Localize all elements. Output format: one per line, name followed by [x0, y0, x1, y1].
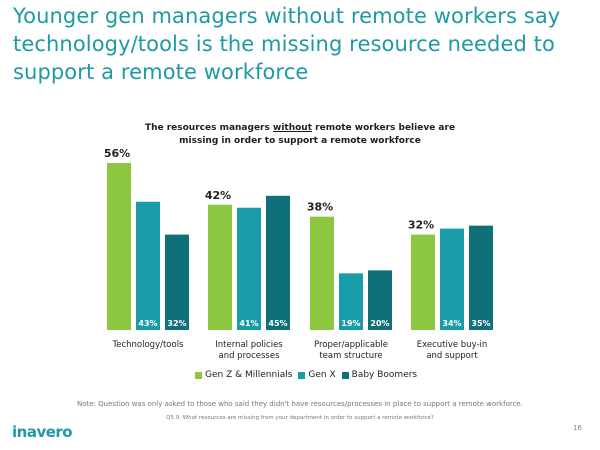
data-label-2-2: 41% [239, 319, 258, 328]
data-label-3-2: 45% [268, 319, 287, 328]
chart-subtitle: The resources managers without remote wo… [135, 122, 465, 148]
data-label-3-4: 35% [471, 319, 490, 328]
legend-item-3: Baby Boomers [341, 370, 418, 380]
bar-1-1 [107, 163, 131, 330]
legend-label-2: Gen X [308, 370, 336, 380]
category-label-2-line2: and processes [218, 351, 280, 361]
category-label-4-line2: and support [426, 351, 478, 361]
chart-legend: Gen Z & Millennials Gen X Baby Boomers [195, 370, 417, 380]
data-label-1-2: 42% [205, 189, 231, 202]
category-label-4-line1: Executive buy-in [417, 340, 488, 350]
data-label-3-1: 32% [167, 319, 186, 328]
footnote: Note: Question was only asked to those w… [77, 400, 523, 408]
bar-2-2 [237, 207, 261, 330]
data-label-2-3: 19% [341, 319, 360, 328]
category-label-3-line1: Proper/applicable [314, 340, 388, 350]
slide-title: Younger gen managers without remote work… [13, 4, 561, 84]
bar-3-2 [266, 195, 290, 330]
bar-1-2 [208, 204, 232, 330]
category-label-3-line2: team structure [319, 351, 382, 361]
data-label-1-1: 56% [104, 147, 130, 160]
data-label-2-1: 43% [138, 319, 157, 328]
bar-2-3 [339, 273, 363, 330]
bar-3-3 [368, 270, 392, 330]
page-number: 16 [573, 424, 582, 432]
bar-3-4 [469, 225, 493, 330]
company-logo: inavero [12, 423, 73, 441]
data-label-2-4: 34% [442, 319, 461, 328]
legend-label-3: Baby Boomers [351, 370, 418, 380]
bar-1-3 [310, 216, 334, 330]
legend-item-2: Gen X [298, 370, 336, 380]
legend-swatch-2 [298, 371, 306, 379]
bar-2-1 [136, 201, 160, 330]
data-label-1-4: 32% [408, 219, 434, 232]
data-label-1-3: 38% [307, 201, 333, 214]
chart-subtitle-part2: remote workers believe are missing in or… [179, 123, 456, 146]
category-label-1: Technology/tools [111, 340, 184, 350]
bar-1-4 [411, 234, 435, 330]
data-label-3-3: 20% [370, 319, 389, 328]
chart-subtitle-part1: The resources managers [144, 123, 273, 133]
legend-swatch-3 [341, 371, 349, 379]
question-text: Q5.9. What resources are missing from yo… [166, 415, 434, 421]
category-label-2-line1: Internal policies [215, 340, 283, 350]
legend-item-1: Gen Z & Millennials [195, 370, 292, 380]
bar-3-1 [165, 234, 189, 330]
bar-chart: 56% 43% 32% Technology/tools 42% 41% 45% Intern… [104, 147, 493, 361]
chart-subtitle-emphasis: without [273, 123, 313, 133]
bar-2-4 [440, 228, 464, 330]
legend-swatch-1 [195, 371, 202, 379]
legend-label-1: Gen Z & Millennials [205, 370, 293, 380]
